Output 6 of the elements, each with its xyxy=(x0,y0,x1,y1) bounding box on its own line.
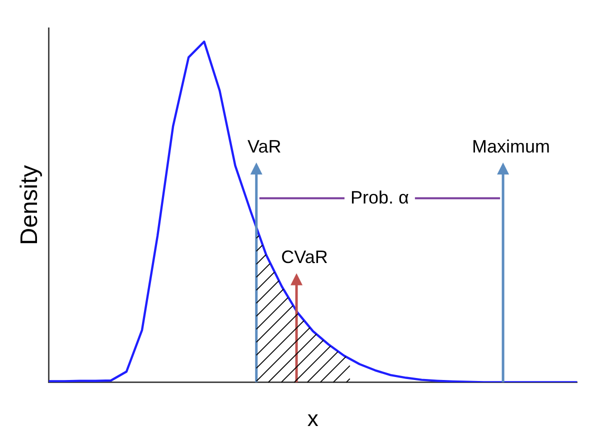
annotation: Maximum xyxy=(472,136,550,156)
y-axis-title: Density xyxy=(16,165,44,246)
annotation: Prob. α xyxy=(350,187,409,208)
annotation: CVaR xyxy=(281,247,328,268)
x-axis-title: x xyxy=(307,406,318,431)
annotation: VaR xyxy=(248,136,282,156)
